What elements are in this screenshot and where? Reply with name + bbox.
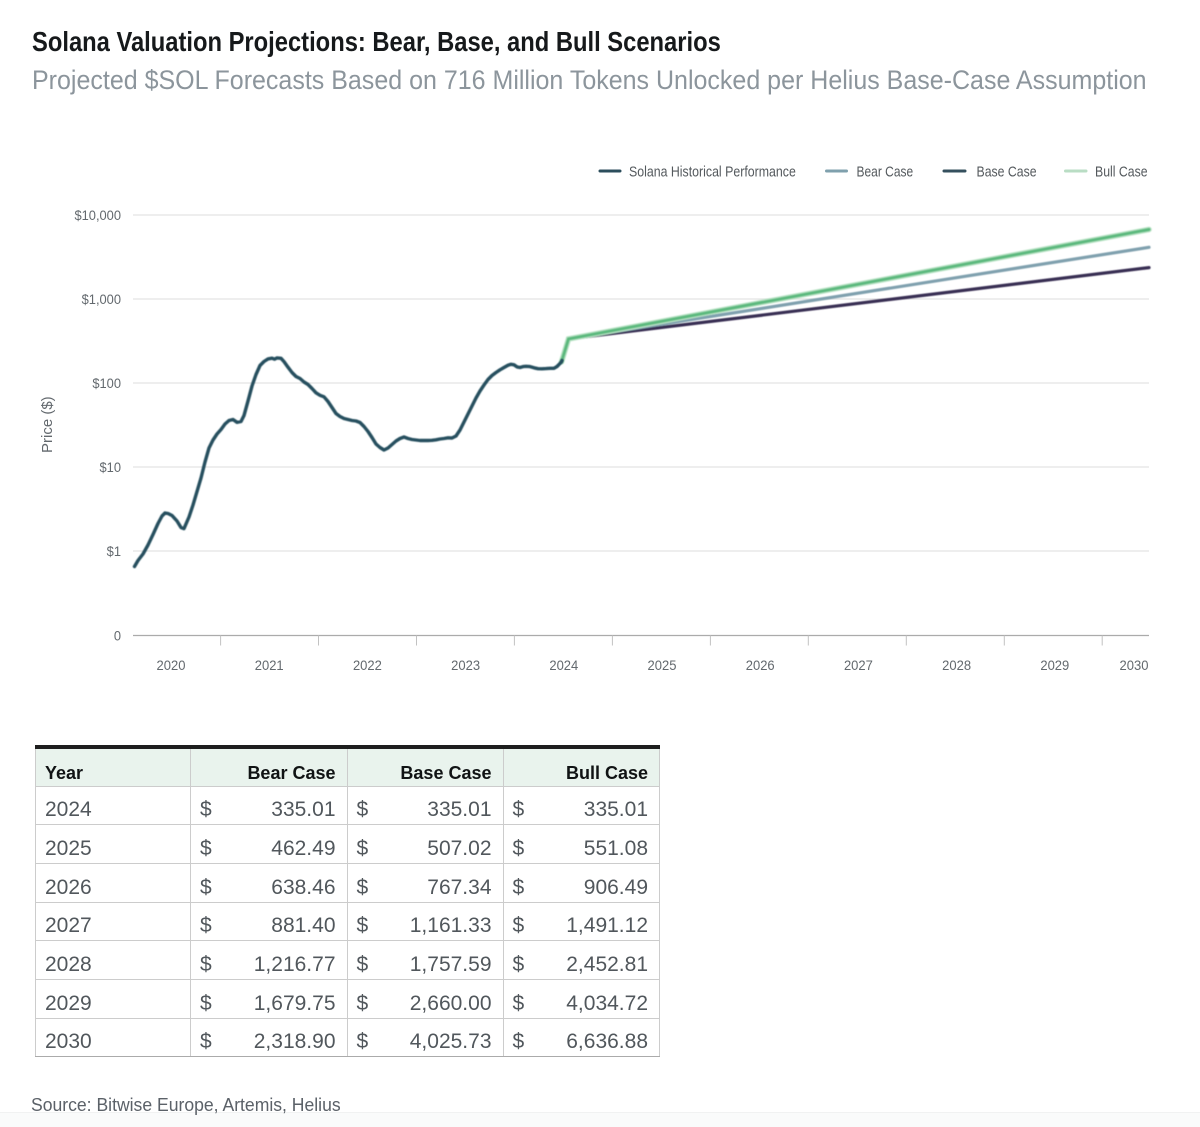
svg-text:$10,000: $10,000 xyxy=(74,208,121,224)
svg-text:Bear Case: Bear Case xyxy=(857,163,914,180)
svg-text:2026: 2026 xyxy=(746,658,775,674)
svg-text:Base Case: Base Case xyxy=(977,163,1037,179)
svg-text:2024: 2024 xyxy=(549,658,578,674)
svg-text:Bull Case: Bull Case xyxy=(1095,163,1148,179)
svg-text:2028: 2028 xyxy=(942,658,971,674)
svg-text:$1,000: $1,000 xyxy=(82,292,121,308)
svg-text:2022: 2022 xyxy=(353,658,382,674)
svg-text:2025: 2025 xyxy=(648,658,677,674)
svg-text:$1: $1 xyxy=(107,544,121,560)
svg-text:2021: 2021 xyxy=(255,658,284,674)
svg-text:$100: $100 xyxy=(92,376,121,392)
svg-text:2023: 2023 xyxy=(451,658,480,674)
svg-text:$10: $10 xyxy=(100,460,121,476)
svg-text:2029: 2029 xyxy=(1040,658,1069,674)
svg-text:Solana Historical Performance: Solana Historical Performance xyxy=(629,163,796,179)
svg-text:2027: 2027 xyxy=(844,658,873,674)
svg-text:2030: 2030 xyxy=(1120,658,1149,674)
svg-text:Price ($): Price ($) xyxy=(39,396,56,453)
svg-text:2020: 2020 xyxy=(157,658,186,674)
svg-text:0: 0 xyxy=(114,628,121,644)
